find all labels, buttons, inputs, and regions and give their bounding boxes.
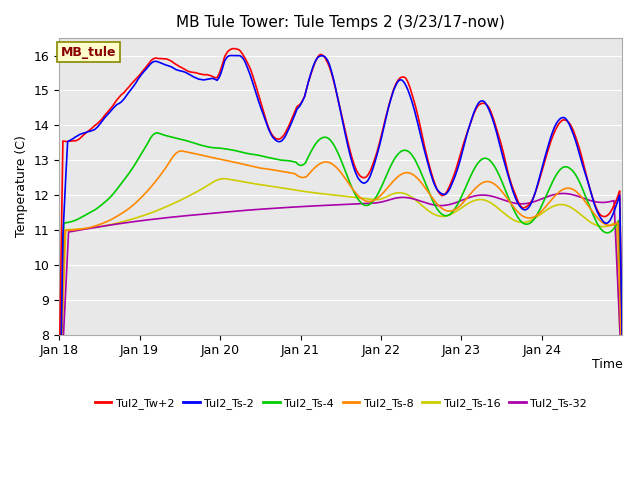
Y-axis label: Temperature (C): Temperature (C)	[15, 135, 28, 237]
Text: MB_tule: MB_tule	[61, 46, 116, 59]
Legend: Tul2_Tw+2, Tul2_Ts-2, Tul2_Ts-4, Tul2_Ts-8, Tul2_Ts-16, Tul2_Ts-32: Tul2_Tw+2, Tul2_Ts-2, Tul2_Ts-4, Tul2_Ts…	[90, 394, 591, 413]
Title: MB Tule Tower: Tule Temps 2 (3/23/17-now): MB Tule Tower: Tule Temps 2 (3/23/17-now…	[177, 15, 505, 30]
X-axis label: Time: Time	[592, 359, 623, 372]
